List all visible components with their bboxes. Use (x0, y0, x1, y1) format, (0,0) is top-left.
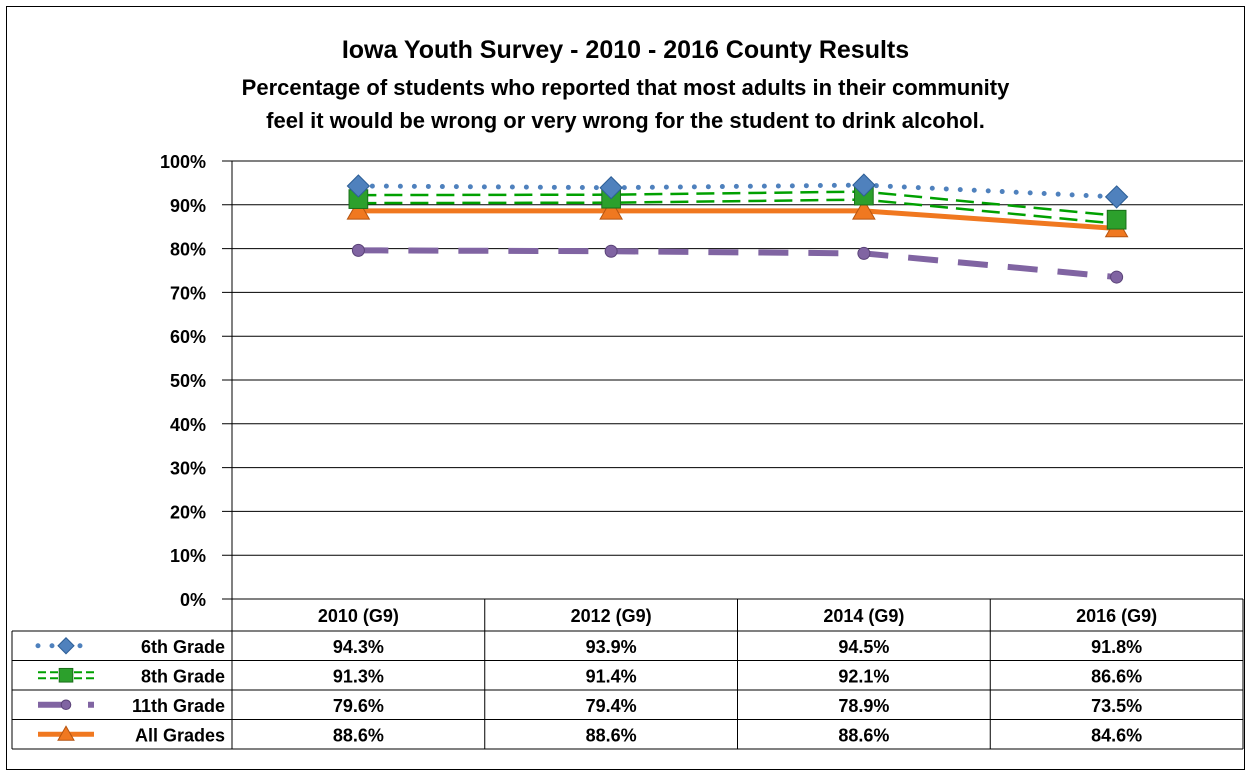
data-point-marker (599, 198, 623, 220)
table-value-cell: 92.1% (838, 666, 889, 686)
y-tick-label: 10% (170, 546, 206, 566)
y-tick-label: 40% (170, 415, 206, 435)
y-tick-label: 90% (170, 196, 206, 216)
table-value-cell: 86.6% (1091, 666, 1142, 686)
table-value-cell: 73.5% (1091, 696, 1142, 716)
legend-series-name: 6th Grade (141, 637, 225, 657)
table-value-cell: 88.6% (838, 725, 889, 745)
chart-subtitle-line-1: Percentage of students who reported that… (241, 75, 1010, 100)
y-tick-label: 0% (180, 590, 206, 610)
legend-key-marker (60, 699, 72, 711)
legend-series-name: 8th Grade (141, 666, 225, 686)
table-value-cell: 88.6% (586, 725, 637, 745)
table-value-cell: 79.6% (333, 696, 384, 716)
gridlines (222, 160, 1243, 600)
x-category-label: 2016 (G9) (1076, 606, 1157, 626)
legend-key-marker (58, 667, 74, 683)
table-value-cell: 94.5% (838, 637, 889, 657)
legend-series-name: All Grades (135, 725, 225, 745)
y-tick-label: 50% (170, 371, 206, 391)
table-value-cell: 91.4% (586, 666, 637, 686)
y-tick-label: 60% (170, 327, 206, 347)
table-value-cell: 91.8% (1091, 637, 1142, 657)
data-point-marker (599, 176, 623, 200)
table-value-cell: 79.4% (586, 696, 637, 716)
data-point-marker (351, 243, 365, 257)
y-tick-label: 70% (170, 283, 206, 303)
data-point-marker (852, 198, 876, 220)
y-tick-label: 100% (160, 152, 206, 172)
series-line-8th Grade (358, 198, 1117, 225)
data-table: 2010 (G9) 2012 (G9) 2014 (G9) 2016 (G9) 6th … (11, 599, 1244, 750)
table-value-cell: 93.9% (586, 637, 637, 657)
series-line-6th Grade (355, 182, 1120, 200)
x-category-label: 2014 (G9) (823, 606, 904, 626)
table-value-cell: 94.3% (333, 637, 384, 657)
data-point-marker (1110, 270, 1124, 284)
data-point-marker (346, 174, 371, 198)
legend-series-name: 11th Grade (132, 696, 225, 716)
series-line-All Grades (358, 208, 1117, 231)
chart-title: Iowa Youth Survey - 2010 - 2016 County R… (341, 36, 910, 64)
series-line-8th Grade (358, 190, 1117, 217)
data-point-marker (604, 244, 618, 258)
x-category-label: 2010 (G9) (318, 606, 399, 626)
x-category-label: 2012 (G9) (571, 606, 652, 626)
data-point-marker (857, 246, 871, 260)
y-tick-label: 80% (170, 240, 206, 260)
chart-frame (6, 6, 1245, 770)
y-axis-tick-labels: 0% 10% 20% 30% 40% 50% 60% 70% 80% 90% 100% (160, 152, 206, 610)
y-tick-label: 20% (170, 502, 206, 522)
table-value-cell: 84.6% (1091, 725, 1142, 745)
legend-key-marker (57, 637, 75, 655)
series-line-11th Grade (358, 247, 1117, 281)
table-value-cell: 78.9% (838, 696, 889, 716)
data-point-marker (1106, 209, 1127, 230)
table-value-cell: 91.3% (333, 666, 384, 686)
series-lines (346, 173, 1129, 284)
chart-subtitle-line-2: feel it would be wrong or very wrong for… (266, 108, 985, 133)
data-point-marker (852, 173, 876, 197)
data-point-marker (1104, 185, 1129, 209)
table-value-cell: 88.6% (333, 725, 384, 745)
data-point-marker (346, 198, 371, 220)
y-tick-label: 30% (170, 459, 206, 479)
legend-key-marker (57, 725, 75, 741)
